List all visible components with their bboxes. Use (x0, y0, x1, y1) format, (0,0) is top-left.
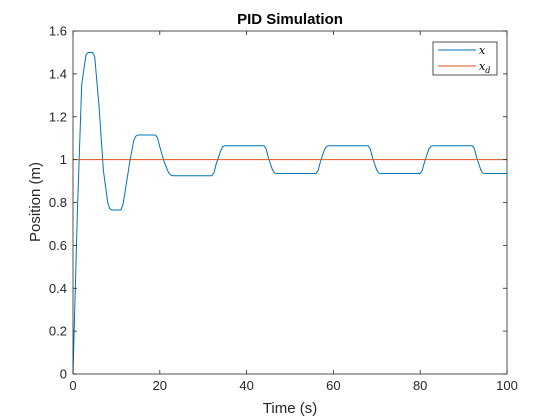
y-tick-label: 1.2 (49, 109, 67, 124)
y-tick-label: 0.2 (49, 324, 67, 339)
legend-label-x: x (479, 44, 486, 57)
y-tick-label: 1.4 (49, 66, 67, 81)
x-tick-label: 80 (413, 378, 427, 393)
x-tick-label: 60 (326, 378, 340, 393)
y-tick-label: 0 (60, 367, 67, 382)
legend-box (432, 41, 498, 76)
x-tick-label: 40 (239, 378, 253, 393)
legend: x xd (432, 41, 498, 76)
series-layer (72, 51, 507, 375)
y-tick-label: 1 (60, 152, 67, 167)
chart-title: PID Simulation (237, 11, 343, 28)
x-axis-label: Time (s) (263, 400, 317, 417)
legend-label-xd-main: x (479, 60, 486, 73)
axes-layer: 0 20 40 60 80 100 0 0.2 0.4 0.6 0.8 1 1.2 1.4 1.6 (49, 24, 518, 394)
y-tick-label: 0.6 (49, 238, 67, 253)
y-tick-label: 0.8 (49, 195, 67, 210)
series-line-x (72, 51, 507, 375)
x-tick-label: 0 (69, 378, 76, 393)
legend-label-xd-sub: d (485, 66, 490, 75)
plot-area (73, 31, 507, 374)
x-tick-label: 100 (496, 378, 518, 393)
x-tick-label: 20 (153, 378, 167, 393)
y-tick-label: 0.4 (49, 281, 67, 296)
y-axis-label: Position (m) (27, 162, 44, 242)
y-tick-label: 1.6 (49, 24, 67, 39)
legend-label-xd: xd (479, 60, 490, 75)
